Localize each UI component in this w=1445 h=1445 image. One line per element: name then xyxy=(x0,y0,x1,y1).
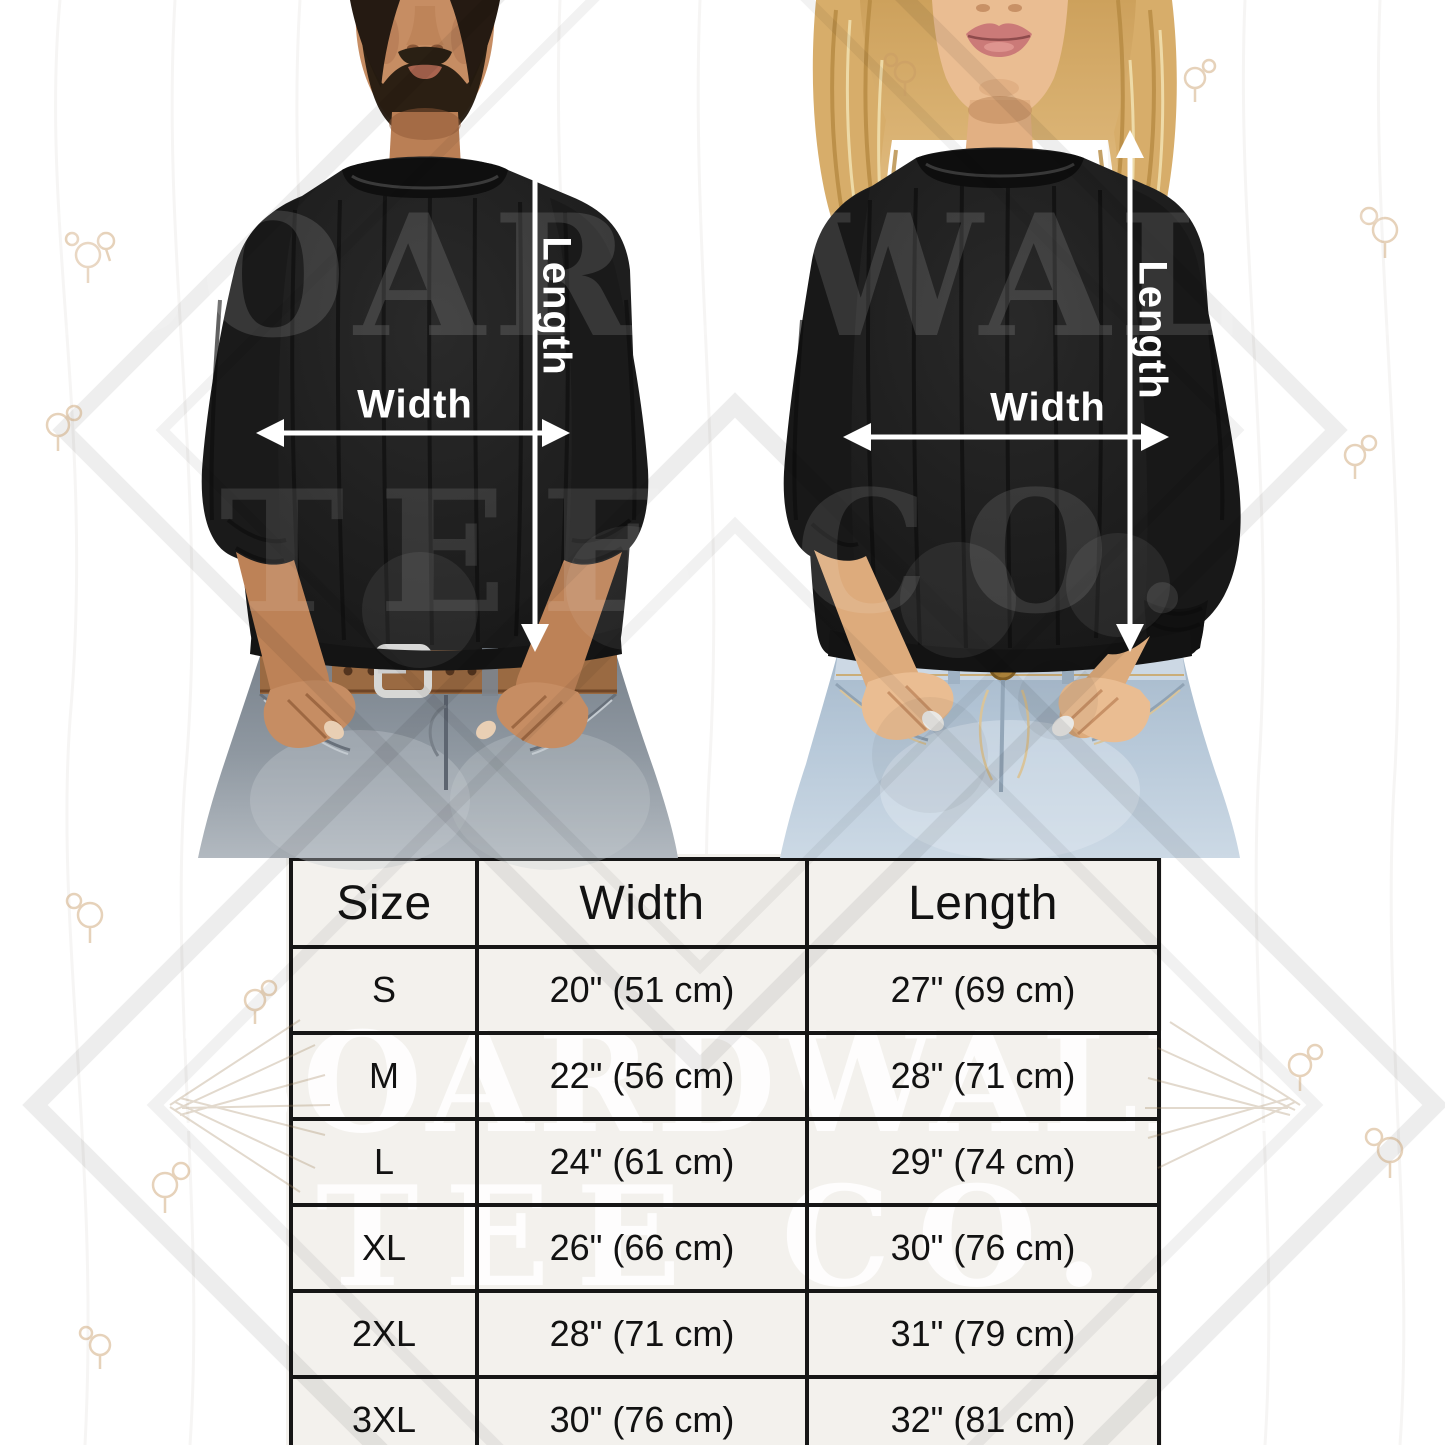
cell-width: 22" (56 cm) xyxy=(475,1031,809,1121)
cell-size: XL xyxy=(289,1203,479,1293)
table-row: M 22" (56 cm) 28" (71 cm) xyxy=(289,1031,1161,1121)
cell-size: S xyxy=(289,945,479,1035)
cell-size: M xyxy=(289,1031,479,1121)
table-row: XL 26" (66 cm) 30" (76 cm) xyxy=(289,1203,1161,1293)
nail-polish xyxy=(1052,715,1074,737)
nail-polish xyxy=(922,710,944,732)
cell-length: 30" (76 cm) xyxy=(805,1203,1161,1293)
cell-length: 27" (69 cm) xyxy=(805,945,1161,1035)
cell-width: 20" (51 cm) xyxy=(475,945,809,1035)
column-header-width: Width xyxy=(475,857,809,949)
table-header-row: Size Width Length xyxy=(289,857,1161,949)
woman-sweatshirt xyxy=(783,147,1241,658)
table-row: L 24" (61 cm) 29" (74 cm) xyxy=(289,1117,1161,1207)
table-row: S 20" (51 cm) 27" (69 cm) xyxy=(289,945,1161,1035)
cell-length: 28" (71 cm) xyxy=(805,1031,1161,1121)
cell-length: 31" (79 cm) xyxy=(805,1289,1161,1379)
male-model-photo xyxy=(198,0,678,870)
cell-length: 32" (81 cm) xyxy=(805,1375,1161,1445)
man-hands xyxy=(236,552,622,749)
man-face xyxy=(350,0,500,186)
woman-hands xyxy=(814,550,1151,743)
woman-length-label: Length xyxy=(1130,260,1175,400)
table-row: 3XL 30" (76 cm) 32" (81 cm) xyxy=(289,1375,1161,1445)
man-width-label: Width xyxy=(357,382,473,427)
cell-width: 26" (66 cm) xyxy=(475,1203,809,1293)
brand-watermark-top-line2: TEE CO. xyxy=(219,453,1226,651)
fabric-folds xyxy=(209,195,637,646)
man-length-label: Length xyxy=(534,236,579,376)
cell-length: 29" (74 cm) xyxy=(805,1117,1161,1207)
woman-width-label: Width xyxy=(990,385,1106,430)
cell-width: 30" (76 cm) xyxy=(475,1375,809,1445)
woman-jeans xyxy=(780,630,1240,860)
female-model-photo xyxy=(780,0,1241,860)
cell-size: 3XL xyxy=(289,1375,479,1445)
cell-size: 2XL xyxy=(289,1289,479,1379)
brand-watermark-top-line1: BOARDWALK xyxy=(46,177,1399,375)
column-header-size: Size xyxy=(289,857,479,949)
cell-width: 28" (71 cm) xyxy=(475,1289,809,1379)
column-header-length: Length xyxy=(805,857,1161,949)
size-chart-table: Size Width Length S 20" (51 cm) 27" (69 … xyxy=(289,857,1161,1445)
table-row: 2XL 28" (71 cm) 31" (79 cm) xyxy=(289,1289,1161,1379)
cell-width: 24" (61 cm) xyxy=(475,1117,809,1207)
fabric-folds xyxy=(792,183,1225,649)
cell-size: L xyxy=(289,1117,479,1207)
